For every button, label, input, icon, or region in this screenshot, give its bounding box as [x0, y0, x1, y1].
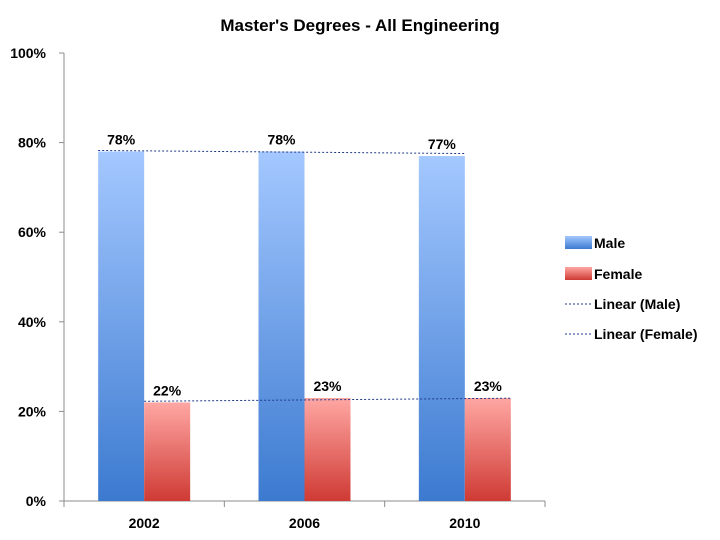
legend-label: Male [594, 235, 625, 251]
x-tick-label: 2002 [129, 515, 160, 531]
legend-swatch-male [565, 236, 592, 249]
data-label: 77% [428, 136, 457, 152]
legend-label: Linear (Male) [594, 296, 680, 312]
data-label: 78% [107, 132, 136, 148]
data-label: 23% [474, 378, 503, 394]
chart-title: Master's Degrees - All Engineering [220, 16, 499, 35]
bar-female-2006 [304, 397, 351, 501]
x-tick-label: 2006 [289, 515, 320, 531]
bars [98, 151, 511, 502]
trendlines [98, 149, 511, 402]
legend-label: Linear (Female) [594, 326, 697, 342]
data-labels: 78% 78% 77% 22% 23% 23% [107, 132, 502, 399]
y-tick-label: 0% [26, 493, 47, 509]
y-tick-label: 60% [18, 224, 47, 240]
axes: 0% 20% 40% 60% 80% 100% 2002 2006 2010 [10, 45, 546, 531]
y-tick-label: 40% [18, 314, 47, 330]
y-tick-label: 100% [10, 45, 46, 61]
data-label: 23% [313, 378, 342, 394]
y-tick-label: 80% [18, 135, 47, 151]
trendline-male [98, 149, 465, 155]
bar-male-2006 [258, 151, 305, 501]
bar-male-2002 [98, 151, 145, 501]
bar-female-2010 [464, 397, 511, 501]
data-label: 78% [267, 132, 296, 148]
legend: Male Female Linear (Male) Linear (Female) [565, 235, 697, 342]
legend-label: Female [594, 266, 642, 282]
bar-female-2002 [144, 402, 191, 501]
x-tick-label: 2010 [449, 515, 480, 531]
data-label: 22% [153, 382, 182, 398]
y-tick-label: 20% [18, 403, 47, 419]
legend-swatch-female [565, 267, 592, 280]
bar-male-2010 [418, 156, 465, 502]
trendline-female [144, 397, 511, 402]
